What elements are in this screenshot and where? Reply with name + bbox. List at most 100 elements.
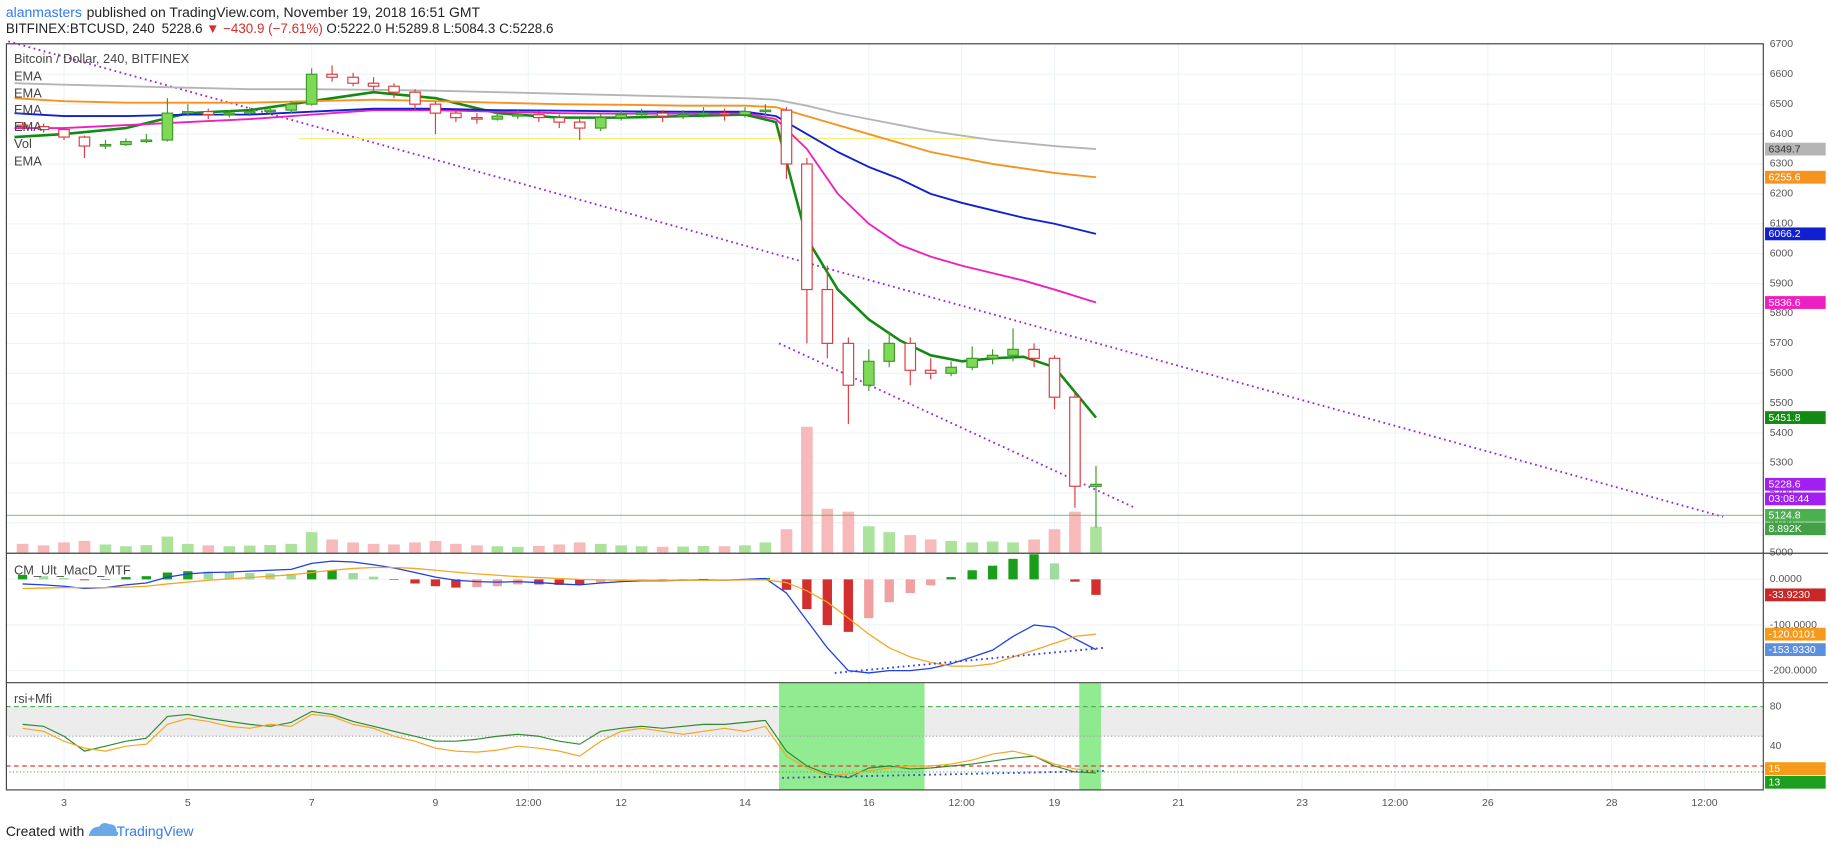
volume-bar — [120, 546, 132, 553]
volume-bar — [986, 541, 999, 553]
candle-body — [780, 109, 793, 165]
candle-body — [594, 117, 607, 129]
macd-histogram-bar — [245, 572, 255, 580]
candle-body — [471, 117, 483, 120]
macd-histogram-bar — [121, 577, 131, 580]
y-tick-label: 6200 — [1770, 189, 1793, 200]
y-tick-label: 6000 — [1770, 248, 1793, 259]
volume-bar — [533, 545, 545, 553]
macd-histogram-bar — [38, 576, 49, 580]
macd-histogram-bar — [864, 579, 874, 619]
candle-body — [1069, 396, 1081, 487]
volume-bar — [347, 542, 359, 553]
candle-body — [573, 121, 586, 129]
candle-body — [491, 115, 504, 120]
volume-bar — [759, 542, 772, 553]
candle-body — [305, 73, 318, 105]
countdown-label: 03:08:44 — [1769, 494, 1810, 505]
volume-bar — [883, 532, 896, 553]
macd-histogram-bar — [203, 571, 213, 580]
ema-price-label-box — [1765, 227, 1826, 241]
volume-bar — [862, 526, 875, 553]
chart-title: Bitcoin / Dollar, 240, BITFINEX — [14, 51, 190, 66]
legend-entry: EMA — [14, 68, 42, 83]
candle-body — [511, 114, 524, 117]
y-tick-label: 5500 — [1770, 398, 1793, 409]
candle-body — [367, 82, 380, 87]
macd-histogram-bar — [368, 576, 379, 580]
macd-line-label: -120.0101 — [1769, 629, 1816, 640]
ema-price-label: 6349.7 — [1769, 144, 1801, 155]
x-tick-label: 21 — [1172, 798, 1184, 809]
candle-body — [615, 114, 628, 119]
x-tick-label: 12:00 — [1691, 798, 1717, 809]
macd-histogram-bar — [327, 570, 337, 580]
macd-histogram-bar — [100, 579, 111, 580]
volume-label-box — [1765, 522, 1826, 536]
macd-histogram-bar — [224, 572, 234, 580]
candle-body — [966, 357, 979, 368]
macd-histogram-bar — [946, 577, 956, 580]
x-tick-label: 5 — [185, 798, 191, 809]
macd-histogram-bar — [1091, 579, 1101, 595]
x-tick-label: 23 — [1296, 798, 1308, 809]
brand[interactable]: TradingView — [117, 823, 195, 839]
candle-body — [243, 111, 256, 114]
hline-label: 5124.8 — [1769, 511, 1801, 522]
macd-histogram-bar — [1029, 554, 1039, 580]
y-tick-label: 5300 — [1770, 458, 1793, 469]
volume-bar — [264, 545, 276, 553]
x-tick-label: 16 — [863, 798, 875, 809]
frame — [5, 43, 1764, 791]
legend-entry: EMA — [14, 153, 42, 168]
y-tick-label: 6600 — [1770, 69, 1793, 80]
x-tick-label: 12 — [615, 798, 627, 809]
y-tick-label: 6500 — [1770, 99, 1793, 110]
macd-histogram-bar — [1049, 563, 1060, 580]
candle-body — [450, 112, 462, 119]
rsi-highlight — [1079, 683, 1101, 791]
candle-body — [697, 112, 710, 116]
macd-line — [22, 560, 1097, 674]
ema-price-label: 6255.6 — [1769, 173, 1801, 184]
volume-bar — [842, 511, 855, 553]
x-tick-label: 12:00 — [1382, 798, 1408, 809]
macd-histogram-bar — [534, 579, 544, 585]
rsi-line — [22, 710, 1097, 779]
legend-entry: EMA — [14, 85, 42, 100]
macd-histogram-bar — [306, 570, 317, 580]
volume-bar — [553, 544, 566, 553]
y-tick-label: 5600 — [1770, 368, 1793, 379]
candle-body — [161, 112, 174, 141]
candle-body — [842, 342, 855, 386]
macd-histogram-bar — [410, 579, 420, 584]
macd-histogram-bar — [348, 572, 358, 580]
y-tick-label: 5900 — [1770, 278, 1793, 289]
volume-bar — [285, 543, 298, 553]
legend-entry: EMA — [14, 119, 42, 134]
volume-bar — [182, 543, 194, 553]
macd-histogram-bar — [430, 579, 441, 587]
volume-bar — [677, 546, 689, 553]
macd-histogram-bar — [843, 579, 854, 632]
macd-line-label: -153.9330 — [1769, 645, 1816, 656]
author[interactable]: alanmasters — [6, 4, 82, 20]
y-tick-label: 80 — [1770, 701, 1782, 712]
volume-bar — [945, 540, 957, 553]
volume-bar — [78, 540, 91, 553]
macd-histogram-bar — [79, 579, 90, 581]
volume-bar — [450, 543, 462, 553]
macd-line — [22, 566, 1097, 667]
ema-price-label-box — [1765, 296, 1826, 309]
macd-histogram-bar — [17, 574, 28, 580]
candle-body — [718, 112, 731, 116]
volume-bar — [718, 546, 731, 553]
volume-bar — [202, 545, 215, 553]
candle-body — [553, 117, 566, 123]
volume-bar — [924, 539, 937, 553]
volume-bar — [1028, 539, 1040, 553]
macd-line-label-box — [1765, 643, 1826, 657]
y-tick-label: 6100 — [1770, 219, 1793, 230]
volume-bar — [429, 540, 442, 553]
